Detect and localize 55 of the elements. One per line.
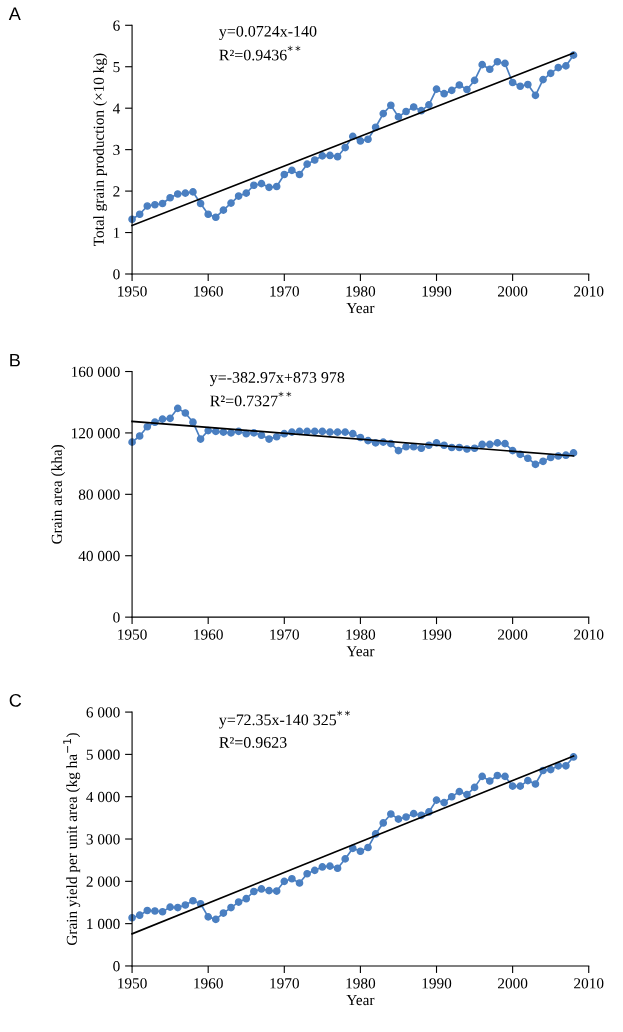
x-tick-label: 1950 bbox=[118, 629, 147, 640]
x-tick-label: 1960 bbox=[194, 286, 223, 297]
annotation: y=72.35x-140 325$^{**}$ bbox=[219, 710, 350, 729]
y-tick-label: 6 bbox=[113, 20, 120, 31]
x-tick-label: 2000 bbox=[498, 978, 528, 989]
y-tick-label: 2 bbox=[113, 186, 120, 197]
x-tick-label: 2010 bbox=[574, 629, 604, 640]
x-tick-label: 1990 bbox=[422, 286, 452, 297]
x-tick-label: 1980 bbox=[346, 629, 376, 640]
y-tick-label: 3 000 bbox=[86, 834, 120, 845]
y-tick-label: 0 bbox=[113, 612, 120, 623]
y-tick-label: 120 000 bbox=[71, 428, 120, 439]
x-tick-label: 1990 bbox=[422, 978, 452, 989]
annotation: y=-382.97x+873 978 bbox=[209, 372, 345, 387]
chart-title: B bbox=[10, 353, 20, 367]
x-tick-label: 1960 bbox=[194, 978, 223, 989]
y-tick-label: 1 bbox=[113, 227, 120, 238]
x-tick-label: 1990 bbox=[422, 629, 452, 640]
y-axis-title: Grain yield per unit area (kg ha$^{−1}$) bbox=[63, 733, 81, 946]
y-tick-label: 3 bbox=[113, 144, 120, 156]
x-tick-label: 1970 bbox=[270, 286, 299, 297]
y-tick-label: 6 000 bbox=[86, 707, 120, 718]
chart-title: C bbox=[9, 693, 22, 707]
y-tick-label: 80 000 bbox=[78, 489, 120, 500]
y-tick-label: 160 000 bbox=[71, 366, 120, 377]
x-tick-label: 2000 bbox=[498, 286, 528, 297]
chart-title: A bbox=[8, 7, 21, 20]
y-tick-label: 5 bbox=[113, 62, 120, 73]
x-tick-label: 1950 bbox=[118, 286, 147, 297]
y-tick-label: 0 bbox=[113, 269, 120, 280]
y-axis-title: Grain area (kha) bbox=[51, 444, 66, 544]
x-axis-title: Year bbox=[346, 994, 375, 1006]
y-axis-title: Total grain production (×10 kg) bbox=[93, 53, 108, 247]
y-tick-label: 2 000 bbox=[86, 876, 120, 887]
x-tick-label: 1950 bbox=[118, 978, 147, 989]
x-tick-label: 1960 bbox=[194, 629, 223, 640]
x-tick-label: 1980 bbox=[346, 286, 376, 297]
x-tick-label: 1970 bbox=[270, 978, 299, 989]
annotation: R²=0.9623 bbox=[219, 737, 287, 748]
x-axis-title: Year bbox=[346, 303, 375, 314]
y-tick-label: 0 bbox=[113, 961, 120, 972]
x-tick-label: 2010 bbox=[574, 978, 604, 989]
y-tick-label: 5 000 bbox=[86, 749, 120, 760]
y-tick-label: 40 000 bbox=[78, 550, 120, 562]
annotation: R²=0.9436$^{**}$ bbox=[219, 45, 301, 61]
y-tick-label: 4 000 bbox=[86, 791, 120, 803]
x-tick-label: 2010 bbox=[574, 286, 604, 297]
annotation: R²=0.7327$^{**}$ bbox=[210, 391, 292, 407]
x-axis-title: Year bbox=[346, 646, 375, 657]
x-tick-label: 2000 bbox=[498, 629, 528, 640]
y-tick-label: 4 bbox=[112, 103, 121, 114]
y-tick-label: 1 000 bbox=[87, 918, 120, 930]
annotation: y=0.0724x-140 bbox=[219, 25, 317, 40]
x-tick-label: 1970 bbox=[270, 629, 299, 640]
x-tick-label: 1980 bbox=[346, 978, 376, 989]
